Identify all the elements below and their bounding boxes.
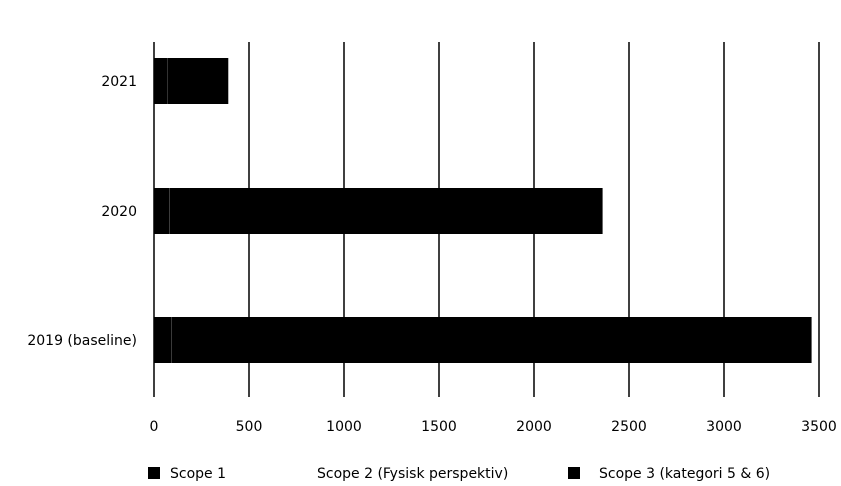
- x-tick-label: 500: [236, 419, 263, 435]
- legend-item-label: Scope 1: [170, 466, 226, 482]
- x-tick-label: 2500: [611, 419, 647, 435]
- bars: [154, 58, 812, 363]
- x-tick-label: 3500: [801, 419, 837, 435]
- legend-swatch: [148, 467, 160, 479]
- x-axis-tick-labels: 0 500 1000 1500 2000 2500 3000 3500: [150, 419, 837, 435]
- bar-segment: [169, 188, 603, 234]
- x-tick-label: 3000: [706, 419, 742, 435]
- bar-segment: [167, 58, 229, 104]
- legend-swatch: [568, 467, 580, 479]
- bar-segment: [154, 317, 172, 363]
- bar-segment: [171, 317, 812, 363]
- bar-segment: [154, 58, 168, 104]
- x-tick-label: 0: [150, 419, 159, 435]
- legend: Scope 1 Scope 2 (Fysisk perspektiv) Scope …: [148, 466, 770, 482]
- legend-item-label: Scope 3 (kategori 5 & 6): [599, 466, 770, 482]
- x-tick-label: 1500: [421, 419, 457, 435]
- category-label: 2021: [101, 74, 137, 90]
- category-label: 2020: [101, 204, 137, 220]
- category-label: 2019 (baseline): [27, 333, 137, 349]
- category-labels: 2021 2020 2019 (baseline): [27, 74, 137, 349]
- bar-segment: [154, 188, 170, 234]
- x-tick-label: 2000: [516, 419, 552, 435]
- x-tick-label: 1000: [326, 419, 362, 435]
- legend-item-label: Scope 2 (Fysisk perspektiv): [317, 466, 508, 482]
